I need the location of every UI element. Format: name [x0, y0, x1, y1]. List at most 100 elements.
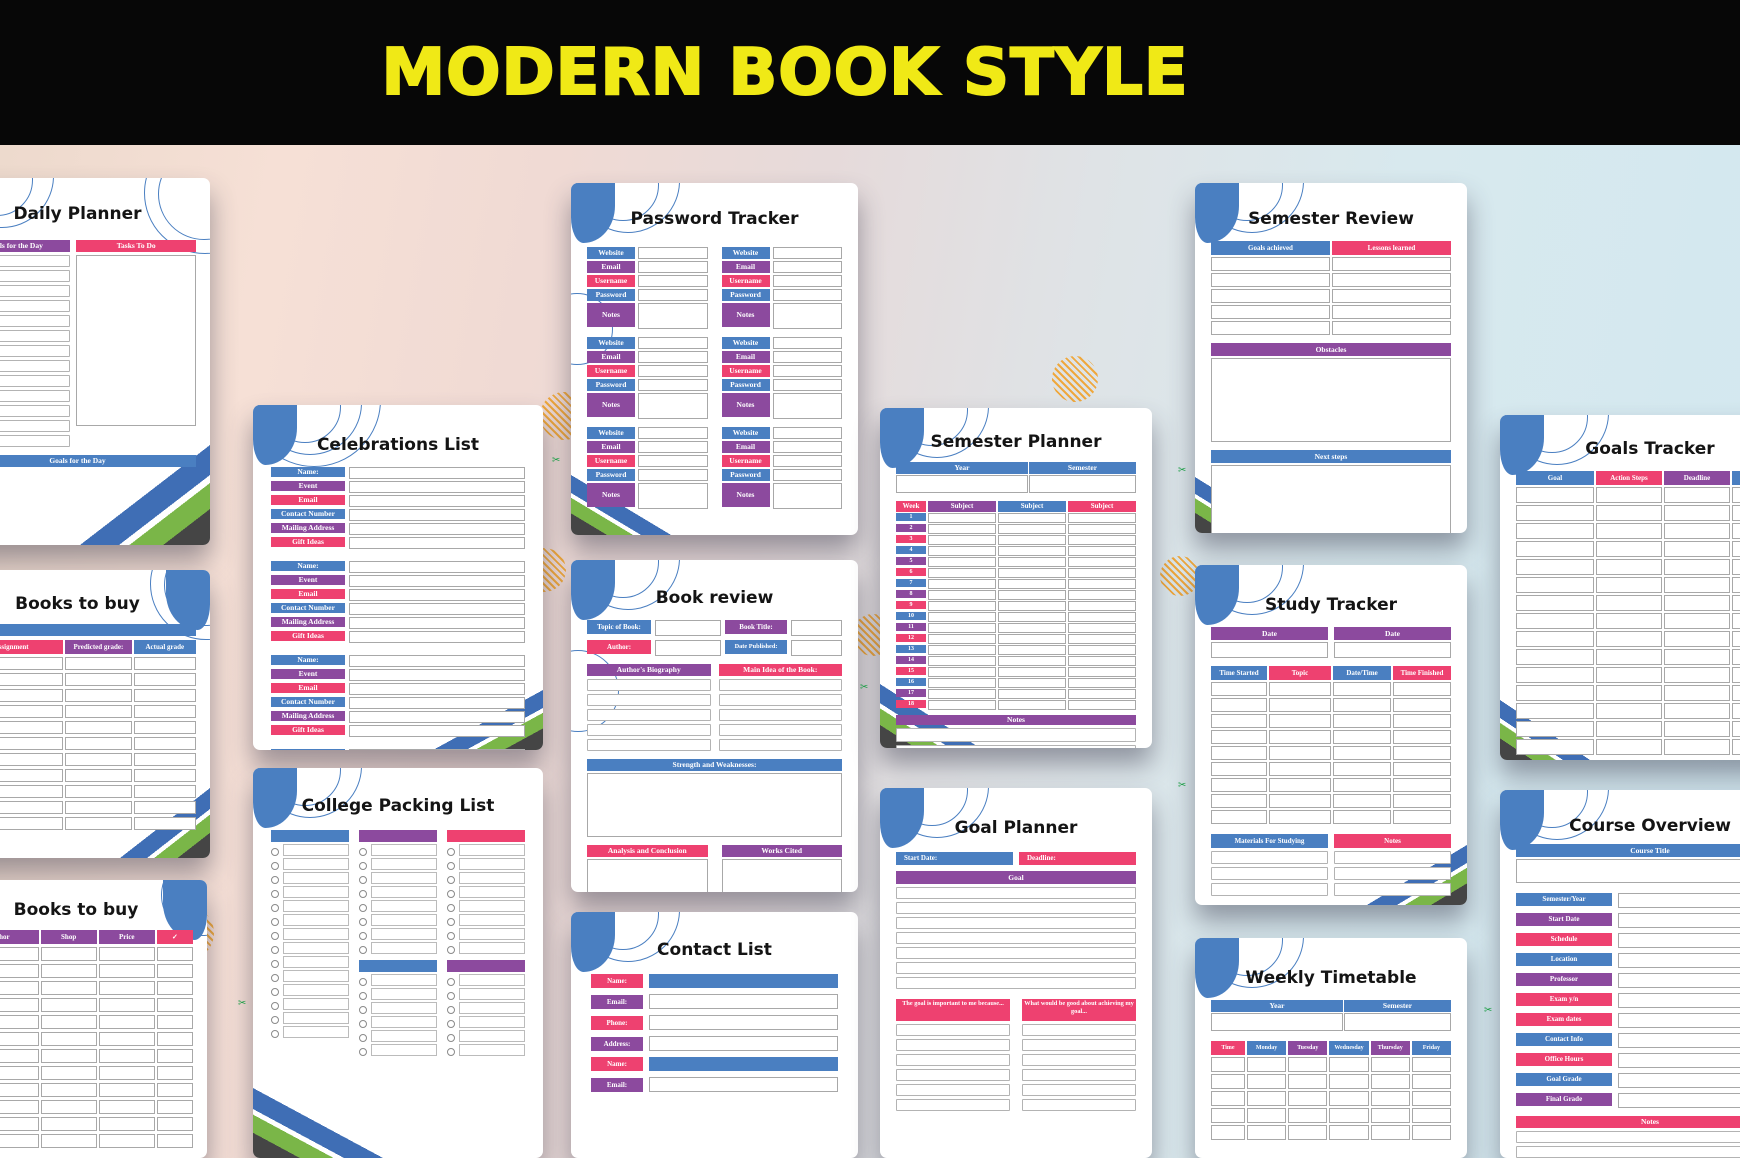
blank-lines: [0, 255, 71, 447]
week-number: 2: [896, 524, 926, 532]
checkbox-circle: [447, 1034, 455, 1042]
checkbox-circle: [359, 1020, 367, 1028]
start-date-label: Start Date:: [896, 852, 1013, 865]
page-title: Course Overview: [1569, 816, 1731, 836]
notes-header: Notes: [1334, 834, 1451, 848]
checkbox-circle: [447, 848, 455, 856]
field-label: Semester/Year: [1516, 893, 1612, 906]
field-label: Email: [587, 351, 635, 363]
page-title: Daily Planner: [13, 204, 142, 224]
checkbox-rows: [447, 974, 525, 1056]
field-label: Contact Info: [1516, 1033, 1612, 1046]
week-number: 5: [896, 557, 926, 565]
goal-header: Goal: [896, 871, 1136, 884]
week-number: 16: [896, 678, 926, 686]
field-label: Name:: [591, 974, 643, 988]
field-label: Email:: [591, 994, 643, 1009]
column-header: Topic: [1269, 666, 1331, 680]
checkbox-circle: [359, 918, 367, 926]
checkbox-circle: [359, 890, 367, 898]
page-daily-planner: Daily Planner Goals for the Day Tasks To…: [0, 178, 210, 545]
page-books-to-buy-1: Books to buy Assignment Predicted grade:…: [0, 570, 210, 858]
field-label: Address:: [591, 1036, 643, 1051]
field-label: Email: [721, 261, 770, 273]
notes-header: Notes: [896, 715, 1136, 725]
page-title: Semester Planner: [930, 432, 1102, 452]
field-label: Email: [587, 441, 635, 453]
page-title: Goal Planner: [954, 818, 1078, 838]
page-title: Book review: [655, 588, 774, 608]
semester-header: Semester: [1344, 1000, 1451, 1012]
next-steps-box: [1211, 465, 1451, 533]
page-goal-planner: Goal Planner Start Date: Deadline: Goal …: [880, 788, 1152, 1158]
week-number: 11: [896, 623, 926, 631]
page-weekly-timetable: Weekly Timetable Year Semester Time Mond…: [1195, 938, 1467, 1158]
field-label: Password: [587, 469, 635, 481]
page-title: College Packing List: [301, 796, 495, 816]
section-header: Analysis and Conclusion: [587, 845, 708, 857]
column-header: Deadline: [1664, 471, 1730, 485]
checkbox-rows: [359, 974, 437, 1056]
checkbox-circle: [271, 848, 279, 856]
checkbox-circle: [447, 890, 455, 898]
page-contact-list: Contact List Name: Email: Phone: Address…: [571, 912, 858, 1158]
field-label: Location: [1516, 953, 1612, 966]
blank-lines: [896, 728, 1136, 748]
orange-circle-decoration: [1160, 556, 1200, 596]
checkbox-circle: [271, 918, 279, 926]
field-label: Gift Ideas: [271, 537, 345, 547]
section-header: [359, 960, 437, 972]
date-header: Date: [1211, 627, 1328, 640]
field-label: Event: [271, 481, 345, 491]
field-label: Website: [721, 247, 770, 259]
day-header: Thursday: [1370, 1041, 1410, 1055]
week-number: 17: [896, 689, 926, 697]
checkbox-circle: [447, 1020, 455, 1028]
checkbox-circle: [447, 904, 455, 912]
celebration-block: Name: Event Email Contact Number Mailing…: [271, 561, 525, 643]
cut-mark-icon: ✂: [1484, 1005, 1493, 1016]
checkbox-circle: [271, 946, 279, 954]
table-rows: [1211, 682, 1451, 824]
page-title: Password Tracker: [630, 209, 799, 229]
checkbox-circle: [271, 1016, 279, 1024]
cut-mark-icon: ✂: [552, 455, 561, 466]
checkbox-circle: [447, 1048, 455, 1056]
packing-column: [359, 830, 437, 1056]
page-course-overview: Course Overview Course Title Semester/Ye…: [1500, 790, 1740, 1158]
course-title-box: [1516, 859, 1740, 883]
field-label: Email: [271, 683, 345, 693]
field-label: Password: [721, 379, 770, 391]
cut-mark-icon: ✂: [1178, 780, 1187, 791]
field-label: Name:: [271, 467, 345, 477]
field-label: Name:: [271, 561, 345, 571]
day-header: Friday: [1411, 1041, 1451, 1055]
goals-header: Goals for the Day: [0, 240, 71, 252]
week-number: 6: [896, 568, 926, 576]
checkbox-circle: [447, 946, 455, 954]
checkbox-circle: [271, 890, 279, 898]
checkbox-circle: [359, 1006, 367, 1014]
table-rows: [0, 657, 196, 830]
field-label: Name:: [591, 1057, 643, 1071]
blank-lines: [896, 887, 1136, 989]
field-label: Phone:: [591, 1015, 643, 1030]
field-label: Professor: [1516, 973, 1612, 986]
subject-header: Subject: [928, 501, 996, 512]
field-label: Contact Number: [271, 697, 345, 707]
checkbox-circle: [271, 932, 279, 940]
outcome-header: What would be good about achieving my go…: [1022, 999, 1136, 1021]
checkbox-circle: [359, 876, 367, 884]
column-header: Date/Time: [1333, 666, 1391, 680]
field-label: Goal Grade: [1516, 1073, 1612, 1086]
checkbox-circle: [271, 1030, 279, 1038]
blank-lines: [587, 679, 711, 751]
celebration-block: Name: Event Email Contact Number Mailing…: [271, 749, 525, 750]
day-header: Tuesday: [1288, 1041, 1328, 1055]
field-label: Username: [721, 365, 770, 377]
field-label: Notes: [587, 393, 635, 417]
password-block: Website Email Username Password Notes: [587, 247, 708, 329]
week-number: 10: [896, 612, 926, 620]
day-header: Time: [1211, 1041, 1245, 1055]
